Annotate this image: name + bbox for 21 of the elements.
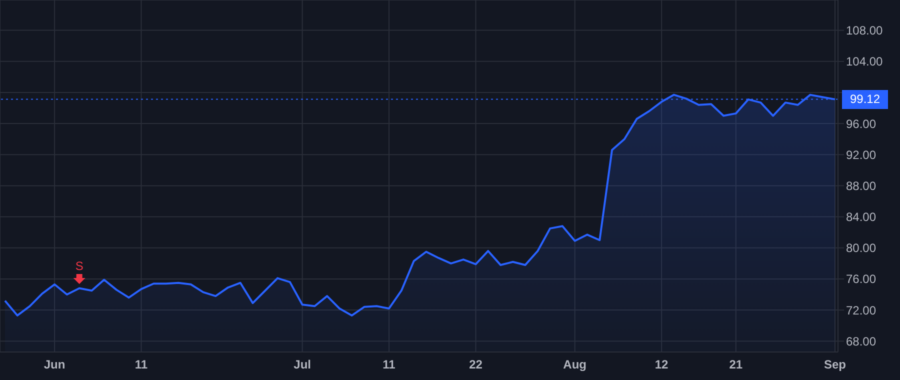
x-tick-label: 11: [382, 358, 396, 372]
series-label: S: [75, 258, 84, 273]
y-tick-label: 96.00: [846, 116, 876, 131]
x-tick-label: Jun: [44, 358, 66, 372]
x-tick-label: 12: [654, 358, 669, 372]
x-tick-label: Sep: [824, 358, 846, 372]
x-tick-label: Aug: [563, 358, 587, 372]
x-tick-label: Jul: [294, 358, 311, 372]
y-tick-label: 104.00: [846, 54, 884, 69]
y-tick-label: 84.00: [846, 210, 876, 224]
y-tick-label: 76.00: [846, 272, 876, 286]
y-tick-label: 68.00: [846, 334, 876, 348]
y-tick-label: 88.00: [846, 178, 876, 193]
y-tick-label: 92.00: [846, 148, 876, 162]
x-tick-label: 22: [469, 358, 483, 372]
y-tick-label: 108.00: [846, 24, 884, 38]
x-tick-label: 11: [134, 358, 148, 372]
x-tick-label: 21: [729, 358, 743, 372]
y-tick-label: 72.00: [846, 303, 876, 318]
ref-line-label: 99.12: [842, 90, 888, 110]
y-tick-label: 80.00: [846, 241, 876, 256]
